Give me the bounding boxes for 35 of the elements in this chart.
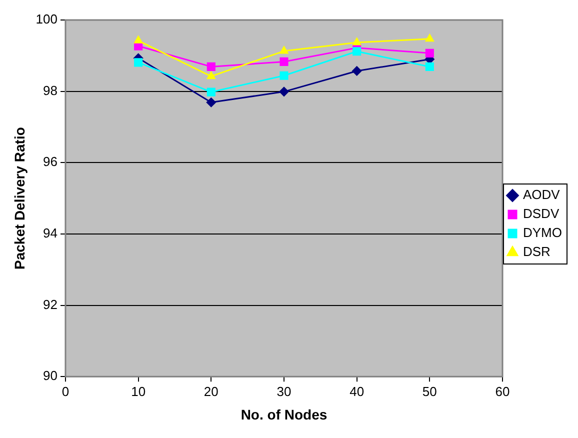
legend-label: AODV [523,187,560,202]
x-tick-label: 50 [422,384,437,399]
legend-label: DSR [523,244,550,260]
y-tick-label: 98 [43,82,58,98]
x-tick-label: 60 [495,384,510,399]
point [425,34,434,42]
legend-label: DSDV [523,206,560,222]
point [352,66,362,76]
legend-label: DYMO [523,225,562,240]
y-tick-label: 90 [43,368,58,384]
point [206,62,216,71]
point [425,62,434,71]
x-tick-label: 40 [350,384,364,399]
point [352,47,362,56]
y-tick-label: 96 [43,154,58,170]
point [280,71,288,80]
y-tick-label: 100 [36,12,58,27]
point [280,57,288,66]
y-tick-label: 94 [43,226,58,241]
x-tick-label: 30 [276,384,292,399]
point [134,36,143,44]
point [352,38,362,46]
point [279,86,289,96]
x-tick-label: 20 [204,384,218,399]
point [206,98,216,108]
x-tick-label: 10 [131,384,146,399]
point [134,58,143,67]
y-axis-title: Packet Delivery Ratio [11,127,28,270]
point [206,72,216,80]
point [425,48,434,58]
point [206,88,216,96]
point [280,46,288,54]
y-tick-label: 92 [43,296,58,312]
x-tick-label: 0 [62,384,70,399]
x-axis-title: No. of Nodes [240,406,328,422]
